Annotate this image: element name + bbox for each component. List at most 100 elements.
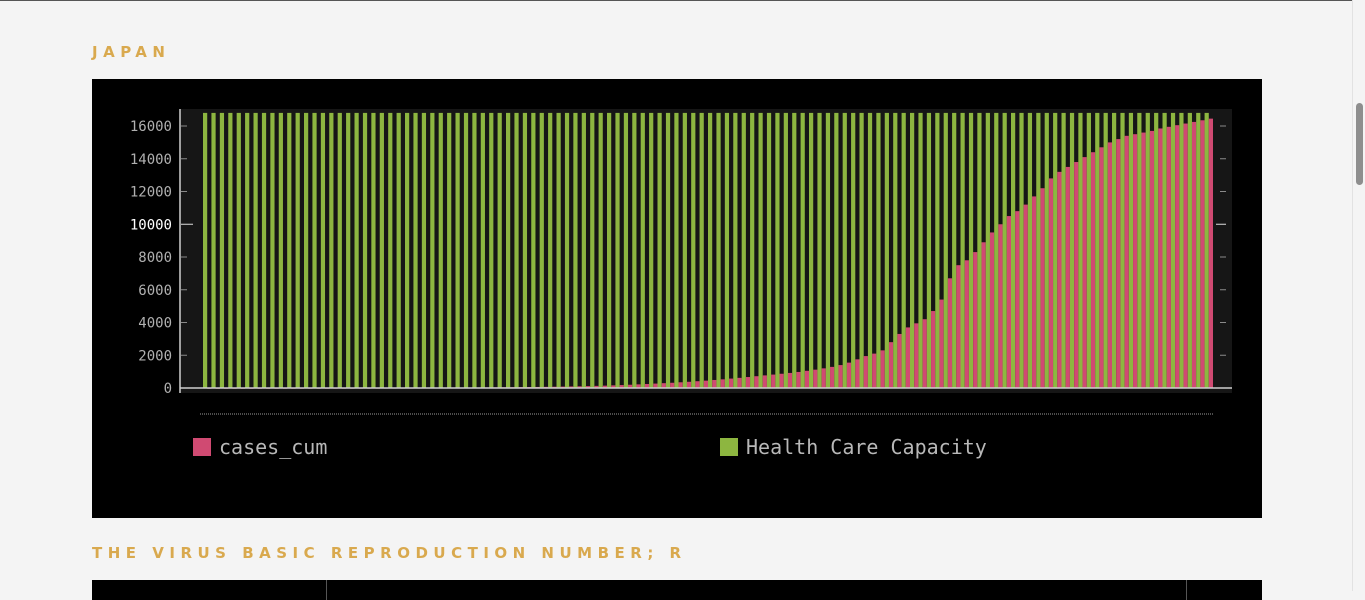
capacity-bar (548, 112, 553, 389)
cases-cum-bar (796, 371, 801, 388)
capacity-bar (514, 112, 519, 389)
capacity-bar (665, 112, 671, 389)
capacity-bar (522, 112, 528, 389)
cases-cum-bar (830, 366, 835, 388)
capacity-bar (1086, 112, 1091, 389)
cases-cum-bar (1023, 204, 1028, 388)
y-tick-label: 14000 (130, 152, 172, 168)
capacity-bar (825, 112, 831, 389)
capacity-bar (564, 112, 570, 389)
cases-cum-bar (569, 386, 574, 388)
cases-cum-bar (880, 350, 885, 388)
cases-cum-bar (821, 368, 826, 388)
capacity-bar (590, 112, 595, 389)
capacity-bar (295, 112, 300, 389)
capacity-bar (1154, 112, 1159, 389)
capacity-bar (674, 112, 679, 389)
capacity-bar (918, 112, 923, 389)
capacity-bar (623, 112, 629, 389)
y-ticks-group: 0 2000 4000 6000 8000 10000 12000 14000 16000 (130, 119, 1226, 397)
cases-cum-bar (905, 327, 910, 388)
capacity-bar (1179, 112, 1184, 389)
capacity-bar (682, 112, 687, 389)
capacity-bar (1044, 112, 1049, 389)
capacity-bar (261, 112, 267, 389)
cases-cum-bar (1183, 123, 1188, 388)
capacity-bar (337, 112, 342, 389)
capacity-bar (834, 112, 839, 389)
capacity-bar (867, 112, 873, 389)
capacity-bar (472, 112, 477, 389)
capacity-bar (371, 112, 376, 389)
capacity-bar (1120, 112, 1125, 389)
chart-panel: 0 2000 4000 6000 8000 10000 12000 14000 16000 ca… (92, 79, 1262, 518)
section-title-japan: JAPAN (92, 43, 171, 61)
capacity-bar (783, 112, 788, 389)
capacity-bar (447, 112, 452, 389)
capacity-bar (910, 112, 915, 389)
capacity-bar (1162, 112, 1167, 389)
cases-cum-bar (1057, 171, 1062, 388)
capacity-bar (236, 112, 241, 389)
cases-cum-bar (585, 386, 591, 388)
cases-cum-bar (695, 381, 700, 388)
cases-cum-bar (686, 381, 692, 388)
capacity-bar (455, 112, 460, 389)
legend-item-cases-cum[interactable]: cases_cum (193, 435, 327, 459)
cases-cum-bar (787, 372, 793, 388)
capacity-bar (893, 112, 898, 389)
top-rule (0, 0, 1365, 1)
capacity-bar (1196, 112, 1201, 389)
capacity-bar (1145, 112, 1150, 389)
cases-cum-bar (670, 382, 675, 388)
capacity-bar (750, 112, 755, 389)
legend-item-health-care-capacity[interactable]: Health Care Capacity (720, 435, 987, 459)
capacity-bar (430, 112, 435, 389)
legend-swatch-cases-cum (193, 438, 211, 456)
capacity-bar (1204, 112, 1209, 389)
capacity-bar (1027, 112, 1033, 389)
cases-cum-bar (628, 384, 633, 388)
capacity-bar (640, 112, 645, 389)
cases-cum-bar (1048, 178, 1054, 388)
cases-cum-bar (1040, 188, 1045, 388)
y-tick-label: 12000 (130, 185, 172, 201)
capacity-bar (1095, 112, 1100, 389)
cases-cum-bar (619, 385, 624, 388)
capacity-bar (766, 112, 772, 389)
scrollbar-thumb[interactable] (1356, 103, 1363, 185)
cases-cum-bar (1166, 126, 1171, 388)
cases-cum-bar (1099, 147, 1104, 388)
cases-cum-bar (1090, 152, 1096, 388)
capacity-bar (556, 112, 561, 389)
capacity-bar (691, 112, 696, 389)
cases-cum-bar (712, 379, 717, 388)
capacity-bar (851, 112, 856, 389)
capacity-bar (901, 112, 906, 389)
cases-cum-bar (813, 369, 818, 388)
cases-cum-bar (661, 383, 666, 388)
cases-cum-bar (897, 333, 902, 388)
capacity-bar (994, 112, 999, 389)
cases-cum-bar (720, 379, 725, 388)
cases-vs-capacity-chart: 0 2000 4000 6000 8000 10000 12000 14000 16000 (130, 109, 1232, 415)
capacity-bar (253, 112, 258, 389)
cases-cum-bar (1141, 132, 1146, 388)
cases-cum-bar (678, 382, 683, 388)
cases-cum-bar (973, 252, 978, 388)
capacity-bar (581, 112, 586, 389)
capacity-bar (741, 112, 746, 389)
capacity-bar (1187, 112, 1192, 389)
legend-swatch-health-care-capacity (720, 438, 738, 456)
capacity-bar (506, 112, 511, 389)
capacity-bar (362, 112, 368, 389)
bars-group (203, 112, 1213, 389)
capacity-bar (379, 112, 384, 389)
capacity-bar (817, 112, 822, 389)
capacity-bar (935, 112, 940, 389)
capacity-bar (792, 112, 797, 389)
capacity-bar (800, 112, 805, 389)
page-scrollbar[interactable] (1352, 0, 1365, 591)
capacity-bar (708, 112, 713, 389)
cases-cum-bar (855, 359, 860, 388)
